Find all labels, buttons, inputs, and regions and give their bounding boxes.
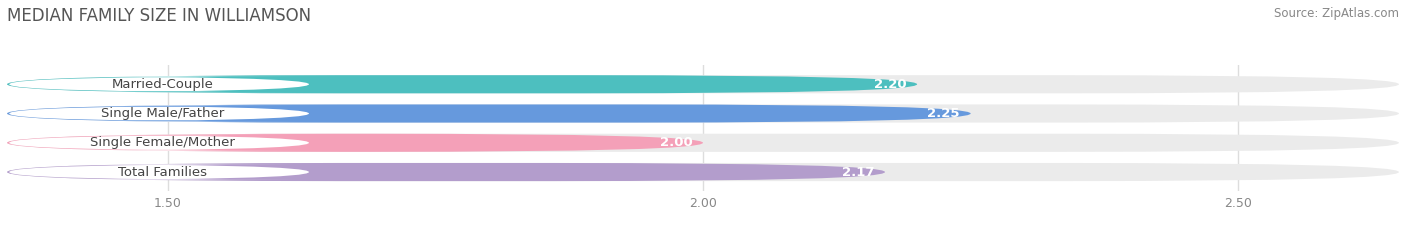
- Text: 2.00: 2.00: [659, 136, 692, 149]
- Text: Married-Couple: Married-Couple: [111, 78, 214, 91]
- FancyBboxPatch shape: [10, 135, 309, 151]
- FancyBboxPatch shape: [7, 104, 1399, 123]
- Text: 2.20: 2.20: [873, 78, 907, 91]
- FancyBboxPatch shape: [7, 75, 917, 93]
- FancyBboxPatch shape: [7, 163, 884, 181]
- Text: Single Male/Father: Single Male/Father: [101, 107, 224, 120]
- Text: MEDIAN FAMILY SIZE IN WILLIAMSON: MEDIAN FAMILY SIZE IN WILLIAMSON: [7, 7, 311, 25]
- FancyBboxPatch shape: [10, 106, 309, 121]
- FancyBboxPatch shape: [10, 164, 309, 180]
- FancyBboxPatch shape: [7, 134, 1399, 152]
- Text: 2.25: 2.25: [928, 107, 960, 120]
- Text: Source: ZipAtlas.com: Source: ZipAtlas.com: [1274, 7, 1399, 20]
- Text: Total Families: Total Families: [118, 165, 207, 178]
- Text: 2.17: 2.17: [842, 165, 875, 178]
- Text: Single Female/Mother: Single Female/Mother: [90, 136, 235, 149]
- FancyBboxPatch shape: [7, 75, 1399, 93]
- FancyBboxPatch shape: [7, 104, 970, 123]
- FancyBboxPatch shape: [10, 76, 309, 92]
- FancyBboxPatch shape: [7, 163, 1399, 181]
- FancyBboxPatch shape: [7, 134, 703, 152]
